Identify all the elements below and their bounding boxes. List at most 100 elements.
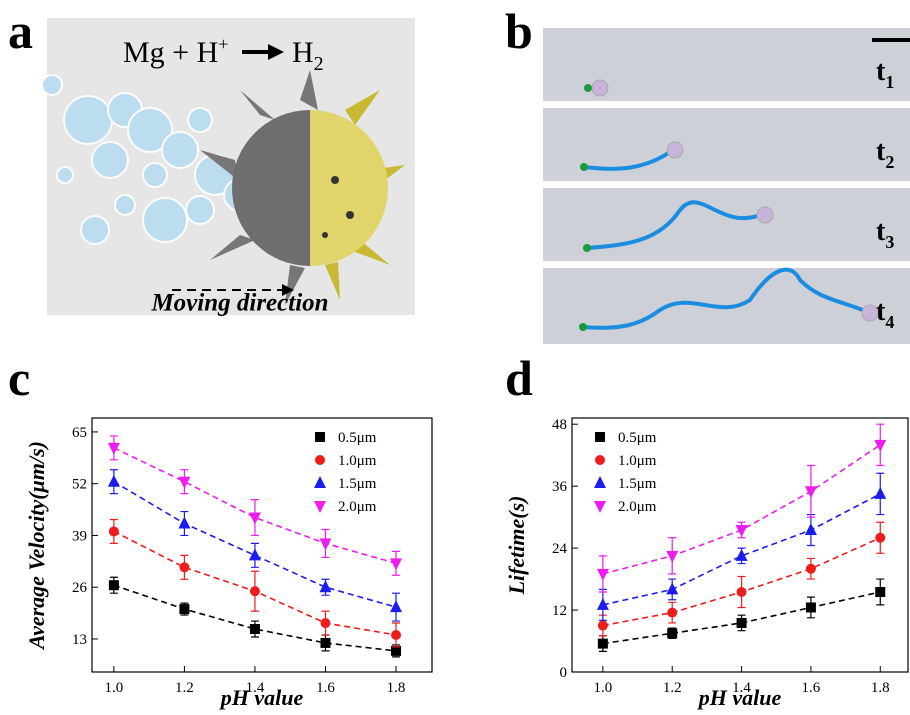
chart: 1.0 1.2 1.4 1.6 1.8 0 12 24 36 48 pH value Lifetime… xyxy=(504,417,909,710)
frame-sub: 1 xyxy=(885,72,894,92)
reaction: Mg + H+ xyxy=(123,34,228,69)
frame-t: t xyxy=(876,296,886,327)
marker xyxy=(107,442,120,455)
reaction-text: Mg + H xyxy=(123,36,218,69)
janus-motor xyxy=(200,70,405,305)
legend-label: 1.5μm xyxy=(618,476,657,492)
marker xyxy=(178,476,191,489)
y-axis-label: Average Velocity(μm/s) xyxy=(24,441,49,651)
x-tick-label: 1.0 xyxy=(593,680,612,696)
marker xyxy=(597,638,608,649)
marker xyxy=(875,586,886,597)
panel-label: b xyxy=(505,3,533,59)
x-tick-label: 1.4 xyxy=(732,680,751,696)
legend-marker xyxy=(315,455,325,465)
x-tick-label: 1.2 xyxy=(175,680,194,696)
marker xyxy=(666,550,679,563)
legend-marker xyxy=(595,432,605,442)
marker xyxy=(735,525,748,538)
charts: 1.0 1.2 1.4 1.6 1.8 13 26 39 52 65 pH value Average… xyxy=(24,417,909,710)
product: H2 xyxy=(292,36,324,75)
marker xyxy=(805,563,816,574)
plot-frame xyxy=(91,417,433,673)
y-tick-label: 65 xyxy=(72,425,87,441)
marker xyxy=(805,602,816,613)
marker xyxy=(179,562,190,573)
marker xyxy=(667,628,678,639)
legend-label: 1.0μm xyxy=(618,453,657,469)
y-axis-label: Lifetime(s) xyxy=(504,496,529,596)
marker xyxy=(391,645,402,656)
trajectories xyxy=(582,150,871,330)
x-tick-label: 1.6 xyxy=(802,680,821,696)
trend-line xyxy=(113,481,397,608)
frame-t: t xyxy=(876,216,886,247)
x-tick-label: 1.4 xyxy=(246,680,265,696)
marker xyxy=(875,532,886,543)
reaction-arrow xyxy=(242,44,284,60)
marker xyxy=(108,580,119,591)
frame-label: t3 xyxy=(876,216,894,252)
marker xyxy=(874,486,887,499)
reaction-superscript: + xyxy=(218,34,228,54)
bubbles xyxy=(41,74,257,245)
y-tick-label: 12 xyxy=(552,603,567,619)
x-tick-label: 1.8 xyxy=(387,680,406,696)
product-text: H xyxy=(292,36,314,69)
x-axis-label: pH value xyxy=(219,685,304,710)
direction-arrow xyxy=(172,284,294,296)
marker xyxy=(320,637,331,648)
marker xyxy=(804,523,817,536)
marker xyxy=(390,600,403,613)
plot-frame xyxy=(571,417,909,673)
x-tick-label: 1.2 xyxy=(663,680,682,696)
y-tick-label: 0 xyxy=(560,665,568,681)
marker xyxy=(667,607,678,618)
marker xyxy=(596,568,609,581)
legend-label: 2.0μm xyxy=(618,499,657,515)
marker xyxy=(320,618,331,629)
frame-sub: 3 xyxy=(885,232,894,252)
legend-label: 0.5μm xyxy=(618,430,657,446)
frame-t: t xyxy=(876,136,886,167)
frame-sub: 4 xyxy=(885,312,894,332)
marker xyxy=(249,624,260,635)
panel-label: a xyxy=(8,3,33,59)
chart: 1.0 1.2 1.4 1.6 1.8 13 26 39 52 65 pH value Average… xyxy=(24,417,433,710)
product-subscript: 2 xyxy=(314,53,324,75)
marker xyxy=(874,439,887,452)
y-tick-label: 39 xyxy=(72,528,87,544)
marker xyxy=(248,512,261,525)
marker xyxy=(391,629,402,640)
legend-marker xyxy=(594,501,606,513)
legend-label: 0.5μm xyxy=(338,430,377,446)
legend-label: 1.0μm xyxy=(338,453,377,469)
y-tick-label: 24 xyxy=(552,541,568,557)
y-tick-label: 52 xyxy=(72,477,87,493)
marker xyxy=(108,526,119,537)
marker xyxy=(178,516,191,529)
marker xyxy=(736,586,747,597)
frame-sub: 2 xyxy=(885,152,894,172)
trend-line xyxy=(113,584,397,652)
marker xyxy=(107,474,120,487)
legend-marker xyxy=(595,455,605,465)
marker xyxy=(248,548,261,561)
panel-b-frames xyxy=(543,28,910,344)
motors xyxy=(579,79,879,331)
legend-marker xyxy=(315,432,325,442)
marker xyxy=(390,558,403,571)
legend-label: 1.5μm xyxy=(338,476,377,492)
moving-direction: Moving direction xyxy=(150,290,328,317)
y-tick-label: 26 xyxy=(72,580,88,596)
x-axis-label: pH value xyxy=(697,685,782,710)
legend-marker xyxy=(314,501,326,513)
x-tick-label: 1.6 xyxy=(316,680,335,696)
legend-marker xyxy=(314,476,326,488)
marker xyxy=(666,582,679,595)
marker xyxy=(735,548,748,561)
y-tick-label: 13 xyxy=(72,632,87,648)
panel-label: c xyxy=(8,350,30,406)
